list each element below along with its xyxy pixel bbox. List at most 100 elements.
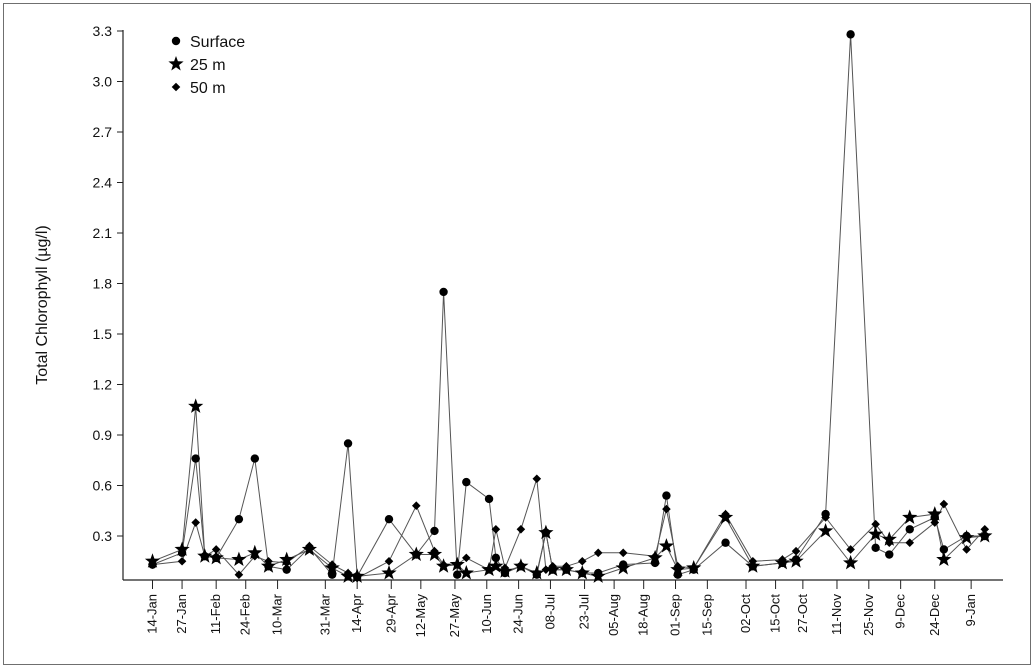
data-point-50-m [439, 560, 448, 569]
x-tick-label: 24-Dec [927, 594, 942, 636]
y-tick-label: 2.1 [93, 225, 113, 241]
data-point-50-m [821, 513, 830, 522]
data-point-25-m [590, 568, 606, 583]
data-point-50-m [452, 560, 462, 569]
x-tick-label: 31-Mar [317, 593, 332, 635]
data-point-50-m [234, 570, 244, 580]
data-point-50-m [384, 556, 394, 566]
y-tick-label: 3.0 [93, 74, 113, 90]
x-tick-label: 15-Oct [768, 594, 783, 633]
data-point-50-m [778, 555, 787, 564]
data-point-50-m [177, 556, 187, 566]
data-point-25-m [843, 554, 859, 570]
data-point-25-m [574, 565, 590, 580]
data-point-50-m [689, 563, 699, 573]
data-point-25-m [174, 541, 190, 556]
data-point-25-m [936, 551, 952, 566]
y-tick-label: 0.6 [93, 478, 113, 494]
data-point-25-m [458, 565, 474, 580]
data-point-50-m [673, 562, 683, 571]
y-tick-label: 1.8 [93, 276, 113, 292]
legend: Surface 25 m 50 m [168, 34, 245, 97]
x-tick-label: 10-Mar [270, 593, 285, 635]
data-point-25-m [188, 398, 204, 413]
x-tick-label: 27-May [447, 594, 462, 638]
x-tick-label: 9-Dec [893, 594, 908, 629]
series-lines [152, 34, 986, 579]
data-point-25-m [977, 528, 993, 543]
x-tick-label: 29-Apr [383, 593, 398, 633]
data-point-25-m [538, 524, 554, 540]
data-point-25-m [381, 565, 397, 580]
data-point-25-m [208, 549, 224, 565]
data-point-25-m [231, 551, 247, 566]
y-tick-label: 1.5 [93, 326, 113, 342]
data-point-50-m [264, 556, 273, 566]
legend-label-surface: Surface [190, 34, 245, 51]
y-tick-label: 3.3 [93, 23, 113, 39]
data-point-surface [871, 543, 880, 552]
data-point-surface [662, 491, 671, 500]
data-point-50-m [327, 560, 337, 569]
y-tick-label: 0.9 [93, 427, 113, 443]
data-point-50-m [282, 558, 291, 568]
data-point-25-m [260, 558, 277, 573]
x-tick-label: 05-Aug [606, 594, 621, 636]
x-tick-label: 24-Jun [511, 594, 526, 634]
data-point-50-m [930, 518, 940, 527]
data-point-50-m [577, 556, 587, 566]
legend-label-25-m: 25 m [190, 57, 226, 74]
data-point-25-m [488, 558, 504, 573]
x-tick-label: 12-May [413, 594, 428, 638]
x-tick-label: 24-Feb [238, 594, 253, 635]
data-point-surface [430, 526, 439, 536]
x-tick-label: 14-Jan [145, 594, 160, 634]
x-tick-label: 27-Jan [174, 594, 189, 634]
data-point-surface [234, 514, 244, 524]
series-markers [144, 30, 993, 583]
data-point-50-m [191, 518, 201, 527]
data-point-surface [250, 454, 260, 463]
data-point-surface [939, 545, 949, 554]
data-point-50-m [748, 556, 758, 566]
data-point-50-m [211, 545, 221, 554]
x-tick-label: 02-Oct [738, 594, 753, 633]
x-tick-label: 27-Oct [795, 594, 810, 633]
x-tick-label: 18-Aug [636, 594, 651, 636]
legend-label-50-m: 50 m [190, 80, 226, 97]
data-point-50-m [411, 501, 421, 510]
data-point-50-m [905, 538, 915, 548]
data-point-25-m [818, 523, 834, 538]
legend-marker-25-m [168, 56, 184, 71]
data-point-50-m [305, 541, 314, 551]
data-point-surface [191, 454, 200, 463]
data-point-surface [384, 514, 394, 524]
data-point-50-m [484, 565, 494, 574]
data-point-50-m [939, 499, 949, 509]
data-point-50-m [343, 568, 353, 578]
data-point-50-m [662, 504, 671, 514]
data-point-50-m [352, 573, 362, 583]
data-point-50-m [884, 538, 894, 548]
y-tick-label: 0.3 [93, 528, 113, 544]
legend-marker-50-m [171, 82, 181, 92]
data-point-50-m [962, 545, 971, 554]
data-point-25-m [658, 538, 674, 553]
data-point-50-m [462, 553, 471, 563]
data-point-50-m [618, 548, 628, 558]
x-tick-label: 08-Jul [542, 594, 557, 630]
series-line-surface [152, 34, 985, 579]
data-point-50-m [548, 562, 558, 571]
data-point-50-m [791, 546, 801, 556]
data-point-25-m [788, 553, 804, 568]
data-point-50-m [200, 551, 210, 561]
data-point-50-m [148, 560, 157, 569]
x-tick-label: 11-Feb [208, 594, 223, 634]
data-point-25-m [959, 529, 975, 545]
data-point-50-m [516, 524, 526, 534]
data-point-surface [885, 550, 894, 559]
data-point-50-m [593, 548, 603, 558]
axes: 0.3 0.6 0.9 1.2 1.5 1.8 2.1 2.4 2.7 3.0 3.3 14-Jan 2… [93, 23, 1003, 637]
data-point-surface [282, 565, 291, 574]
